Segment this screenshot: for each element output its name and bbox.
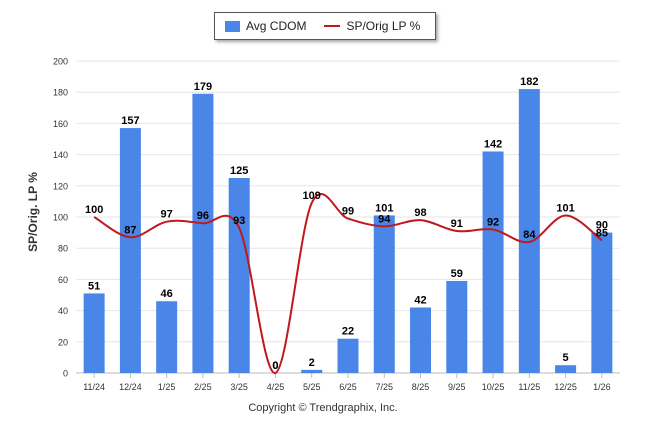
bar <box>192 93 214 373</box>
bar-value-label: 22 <box>342 326 354 338</box>
line-value-label: 87 <box>124 224 136 236</box>
copyright: Copyright © Trendgraphix, Inc. <box>248 402 398 414</box>
x-tick-label: 11/25 <box>518 382 540 392</box>
x-tick-label: 7/25 <box>376 382 394 392</box>
line-value-label: 109 <box>303 190 321 202</box>
bar <box>555 365 577 373</box>
line-value-label: 91 <box>451 218 463 230</box>
x-tick-label: 9/25 <box>448 382 466 392</box>
x-axis: 11/24 12/24 1/25 2/25 3/25 4/25 5/25 6/25 7/25 8/… <box>83 373 611 392</box>
bar-value-label: 101 <box>375 202 393 214</box>
x-tick-label: 3/25 <box>230 382 248 392</box>
bar <box>373 215 395 373</box>
y-axis-title: SP/Orig. LP % <box>26 172 40 252</box>
legend-line-swatch <box>324 25 341 27</box>
x-tick-label: 5/25 <box>303 382 321 392</box>
y-tick-label: 20 <box>58 337 68 347</box>
y-tick-label: 160 <box>53 119 68 129</box>
sp-orig-line <box>93 193 603 375</box>
bar-value-label: 125 <box>230 165 248 177</box>
y-tick-label: 180 <box>53 88 68 98</box>
line-value-label: 96 <box>197 210 209 222</box>
x-tick-label: 12/25 <box>554 382 577 392</box>
bar <box>337 338 359 373</box>
bar-value-label: 90 <box>596 220 608 232</box>
line-value-label: 101 <box>556 202 574 214</box>
x-tick-label: 2/25 <box>194 382 212 392</box>
bar <box>156 301 178 373</box>
x-tick-label: 11/24 <box>83 382 105 392</box>
bar-value-label: 59 <box>451 268 463 280</box>
y-tick-label: 140 <box>53 150 68 160</box>
bar <box>119 128 141 373</box>
x-tick-label: 10/25 <box>482 382 505 392</box>
line-value-label: 94 <box>378 213 391 225</box>
line-value-label: 98 <box>414 207 426 219</box>
bar <box>591 232 613 373</box>
line-value-label: 85 <box>596 227 608 239</box>
x-tick-label: 12/24 <box>119 382 142 392</box>
bar-value-label: 5 <box>563 352 569 364</box>
y-tick-label: 60 <box>58 275 68 285</box>
x-tick-label: 4/25 <box>267 382 285 392</box>
line-series <box>93 193 603 375</box>
x-tick-label: 1/26 <box>593 382 611 392</box>
bar-value-label: 179 <box>194 81 212 93</box>
bar-value-label: 142 <box>484 138 502 150</box>
y-tick-label: 200 <box>53 57 68 67</box>
bar-value-label: 42 <box>414 294 426 306</box>
bar <box>410 307 432 373</box>
bar <box>446 280 468 373</box>
legend-label-sp-orig: SP/Orig LP % <box>346 19 421 33</box>
x-tick-label: 6/25 <box>339 382 357 392</box>
line-value-label: 99 <box>342 206 354 218</box>
line-value-label: 92 <box>487 216 499 228</box>
x-tick-label: 1/25 <box>158 382 176 392</box>
bar <box>228 178 250 373</box>
bar-value-label: 51 <box>88 280 100 292</box>
y-tick-label: 0 <box>63 369 68 379</box>
y-tick-label: 100 <box>53 213 68 223</box>
bar-value-label: 182 <box>520 76 538 88</box>
bar-value-label: 157 <box>121 115 139 127</box>
y-tick-label: 80 <box>58 244 68 254</box>
line-value-label: 100 <box>85 204 103 216</box>
legend-item-bars[interactable]: Avg CDOM <box>225 19 306 33</box>
line-value-label: 84 <box>523 229 536 241</box>
y-tick-label: 40 <box>58 306 68 316</box>
line-value-label: 0 <box>272 360 278 372</box>
bar <box>83 293 105 373</box>
bar-value-label: 0 <box>272 360 278 372</box>
legend-label-avg-cdom: Avg CDOM <box>246 19 307 33</box>
x-tick-label: 8/25 <box>412 382 430 392</box>
bar <box>518 89 540 373</box>
bar <box>301 369 323 373</box>
bar <box>482 151 504 373</box>
y-axis: 0 20 40 60 80 100 120 140 160 180 200 <box>53 57 68 379</box>
line-value-label: 93 <box>233 215 245 227</box>
bar-value-label: 2 <box>309 357 315 369</box>
bars <box>83 89 613 373</box>
line-value-label: 97 <box>161 209 173 221</box>
y-tick-label: 120 <box>53 181 68 191</box>
legend-bar-swatch <box>225 20 240 32</box>
legend-item-line[interactable]: SP/Orig LP % <box>324 19 420 33</box>
bar-value-label: 46 <box>161 288 173 300</box>
legend: Avg CDOM SP/Orig LP % <box>214 12 436 40</box>
